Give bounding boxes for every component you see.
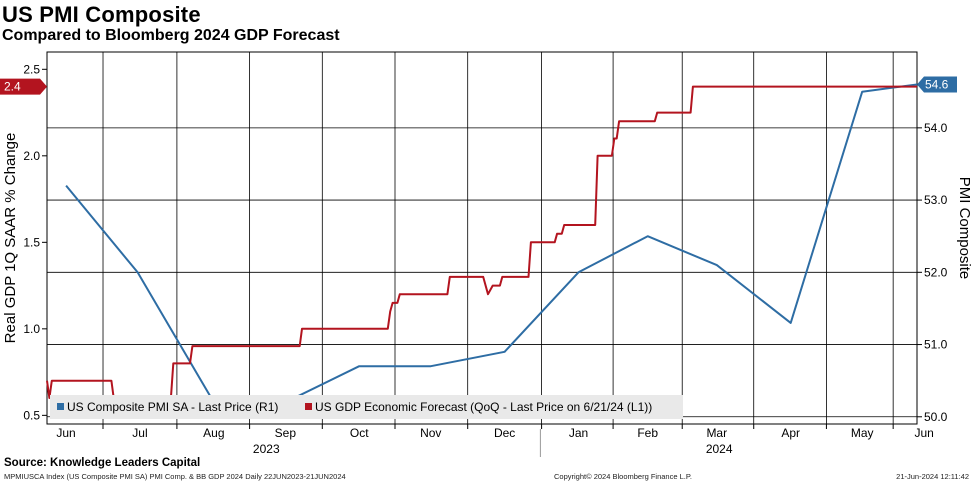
x-tick-label: Jul — [132, 426, 147, 440]
right-tick-label: 54.0 — [924, 121, 948, 135]
pmi-last-value-tag — [917, 76, 957, 93]
legend-swatch-pmi — [57, 403, 64, 410]
chart-title: US PMI Composite — [2, 2, 201, 27]
legend-label-pmi: US Composite PMI SA - Last Price (R1) — [67, 400, 278, 414]
x-tick-label: Jun — [914, 426, 933, 440]
source-note: Source: Knowledge Leaders Capital — [4, 457, 201, 469]
gdp-last-value: 2.4 — [4, 80, 21, 94]
x-tick-label: Feb — [637, 426, 658, 440]
plot-frame — [46, 51, 918, 425]
x-tick-label: Apr — [781, 426, 800, 440]
left-tick-label: 1.0 — [23, 322, 40, 336]
x-tick-label: Aug — [203, 426, 224, 440]
pmi-last-value: 54.6 — [925, 78, 949, 92]
right-tick-label: 53.0 — [924, 193, 948, 207]
x-tick-label: Dec — [494, 426, 515, 440]
footer-series-info: MPMIUSCA Index (US Composite PMI SA) PMI… — [4, 472, 346, 481]
right-tick-label: 50.0 — [924, 410, 948, 424]
right-tick-label: 52.0 — [924, 265, 948, 279]
pmi-series-line — [65, 83, 918, 404]
x-tick-label: Oct — [350, 426, 369, 440]
x-tick-label: May — [851, 426, 874, 440]
footer-copyright: Copyright© 2024 Bloomberg Finance L.P. — [554, 472, 692, 481]
left-tick-label: 2.5 — [23, 62, 40, 76]
legend-swatch-gdp — [305, 403, 312, 410]
gdp-last-value-tag — [0, 78, 47, 95]
footer-timestamp: 21-Jun-2024 12:11:42 — [896, 472, 969, 481]
x-tick-label: Mar — [706, 426, 727, 440]
legend-label-gdp: US GDP Economic Forecast (QoQ - Last Pri… — [315, 400, 652, 414]
left-tick-label: 0.5 — [23, 408, 40, 422]
x-tick-label: Jan — [569, 426, 588, 440]
right-axis-title: PMI Composite — [956, 177, 973, 280]
left-tick-label: 1.5 — [23, 235, 40, 249]
legend-box — [50, 395, 683, 419]
x-tick-label: Sep — [275, 426, 297, 440]
year-label: 2023 — [253, 442, 280, 456]
left-axis-title: Real GDP 1Q SAAR % Change — [2, 133, 19, 344]
chart-subtitle: Compared to Bloomberg 2024 GDP Forecast — [2, 27, 340, 44]
left-tick-label: 2.0 — [23, 149, 40, 163]
x-tick-label: Nov — [420, 426, 441, 440]
year-label: 2024 — [706, 442, 733, 456]
right-tick-label: 51.0 — [924, 338, 948, 352]
gdp-series-line — [46, 85, 917, 399]
x-tick-label: Jun — [56, 426, 75, 440]
